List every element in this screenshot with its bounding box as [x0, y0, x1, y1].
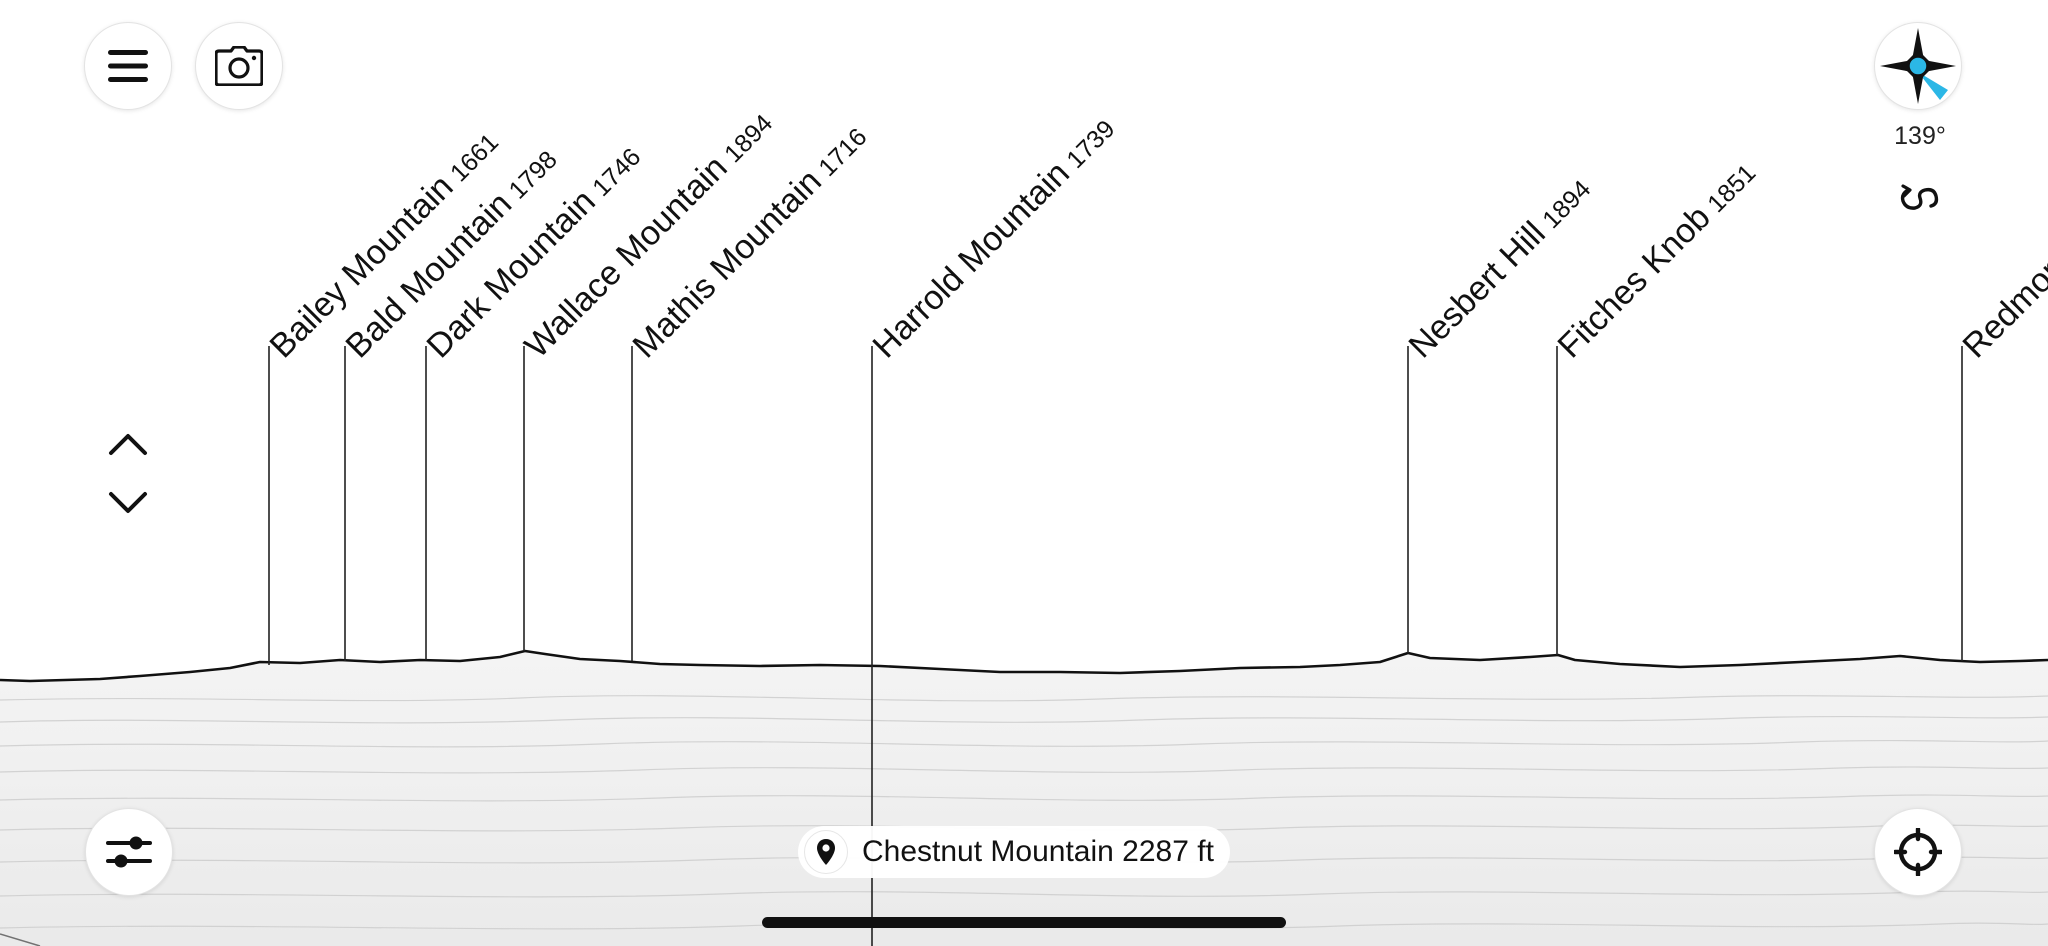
location-pin-button[interactable] [804, 830, 848, 874]
terrain-ground [0, 651, 2048, 946]
crosshair-icon [1894, 828, 1942, 876]
tilt-down-button[interactable] [104, 483, 152, 523]
rotate-icon [1900, 184, 1939, 210]
settings-button[interactable] [85, 808, 173, 896]
compass-heading: 139° [1894, 122, 1946, 150]
current-location-pill[interactable]: Chestnut Mountain 2287 ft [798, 826, 1230, 878]
current-location-label: Chestnut Mountain 2287 ft [862, 835, 1214, 868]
location-pin-icon [817, 839, 835, 865]
compass-rose-icon [1880, 28, 1956, 104]
home-indicator[interactable] [762, 917, 1286, 928]
rotate-button[interactable] [1898, 180, 1942, 216]
recenter-button[interactable] [1874, 808, 1962, 896]
menu-button[interactable] [84, 22, 172, 110]
hamburger-menu-icon [108, 50, 148, 82]
camera-icon [215, 46, 263, 86]
compass-button[interactable] [1874, 22, 1962, 110]
skyline-ridge [0, 649, 2048, 683]
chevron-down-icon [109, 492, 147, 513]
sliders-icon [106, 836, 152, 868]
camera-button[interactable] [195, 22, 283, 110]
tilt-up-button[interactable] [104, 424, 152, 464]
chevron-up-icon [109, 434, 147, 455]
